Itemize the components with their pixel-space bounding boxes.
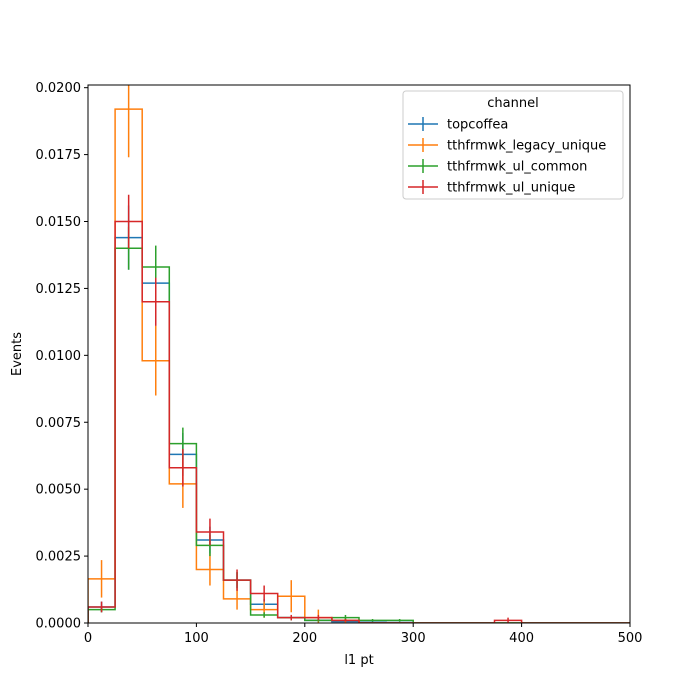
legend-title: channel (487, 96, 538, 111)
legend-label: tthfrmwk_ul_unique (447, 181, 575, 196)
series-step-line (88, 220, 630, 623)
y-tick-label: 0.0050 (36, 483, 82, 498)
legend-box (402, 90, 624, 200)
x-tick-label: 400 (509, 631, 534, 646)
series-tthfrmwk_ul_unique (88, 194, 630, 623)
y-tick-label: 0.0175 (36, 148, 82, 163)
y-tick-label: 0.0100 (36, 349, 82, 364)
legend-entries: topcoffea tthfrmwk_legacy_unique tthfrmwk_… (408, 117, 606, 196)
plot-frame (87, 84, 631, 624)
series-layer (88, 85, 630, 623)
y-axis-ticks: 0.0000 0.0025 0.0050 0.0075 0.0100 0.0125 0.01… (36, 81, 88, 632)
x-tick-label: 100 (184, 631, 209, 646)
legend-entry: tthfrmwk_ul_unique (408, 180, 575, 196)
legend-label: tthfrmwk_ul_common (447, 160, 587, 175)
x-axis-label: l1 pt (344, 653, 373, 668)
y-tick-label: 0.0150 (36, 215, 82, 230)
y-tick-label: 0.0025 (36, 550, 82, 565)
y-tick-label: 0.0000 (36, 617, 82, 632)
legend: channel topcoffeatthfrmwk_legacy_uniquet… (402, 90, 624, 200)
x-tick-label: 300 (401, 631, 426, 646)
legend-entry: topcoffea (408, 117, 508, 133)
x-tick-label: 500 (618, 631, 643, 646)
y-tick-label: 0.0125 (36, 282, 82, 297)
y-tick-label: 0.0075 (36, 416, 82, 431)
legend-entry: tthfrmwk_legacy_unique (408, 138, 606, 154)
legend-entry: tthfrmwk_ul_common (408, 159, 587, 175)
x-tick-label: 0 (84, 631, 92, 646)
legend-label: topcoffea (447, 118, 508, 133)
y-axis-label: Events (10, 332, 25, 376)
x-tick-label: 200 (292, 631, 317, 646)
y-tick-label: 0.0200 (36, 81, 82, 96)
legend-label: tthfrmwk_legacy_unique (447, 139, 606, 154)
x-axis-ticks: 0 100 200 300 400 500 (84, 623, 643, 646)
